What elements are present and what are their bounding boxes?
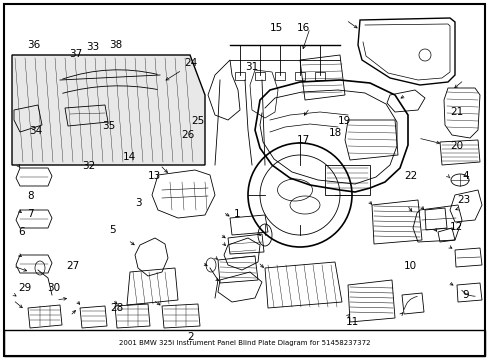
- Text: 4: 4: [461, 171, 468, 181]
- Text: 15: 15: [269, 23, 283, 33]
- Text: 28: 28: [109, 303, 123, 313]
- Text: 33: 33: [86, 42, 100, 52]
- Polygon shape: [12, 55, 204, 165]
- Text: 31: 31: [244, 62, 258, 72]
- Text: 6: 6: [19, 227, 25, 237]
- Text: 17: 17: [296, 135, 309, 145]
- Text: 25: 25: [191, 116, 204, 126]
- Text: 11: 11: [345, 317, 358, 327]
- Text: 21: 21: [449, 107, 462, 117]
- Text: 34: 34: [29, 126, 42, 136]
- Text: 10: 10: [404, 261, 416, 271]
- Text: 16: 16: [296, 23, 309, 33]
- Bar: [235, 72, 244, 80]
- Text: 30: 30: [47, 283, 60, 293]
- Text: 24: 24: [183, 58, 197, 68]
- Text: 7: 7: [27, 209, 34, 219]
- Text: 26: 26: [181, 130, 195, 140]
- Text: 5: 5: [109, 225, 116, 235]
- Text: 36: 36: [27, 40, 40, 50]
- Text: 27: 27: [66, 261, 80, 271]
- Text: 29: 29: [19, 283, 32, 293]
- Text: 19: 19: [337, 116, 351, 126]
- Text: 37: 37: [69, 49, 82, 59]
- Text: 32: 32: [82, 161, 96, 171]
- Text: 12: 12: [449, 222, 462, 232]
- Bar: [325, 165, 369, 195]
- Text: 1: 1: [233, 209, 240, 219]
- Text: 22: 22: [403, 171, 417, 181]
- Text: 13: 13: [147, 171, 161, 181]
- Bar: [274, 72, 285, 80]
- Text: 2: 2: [187, 332, 194, 342]
- Text: 3: 3: [135, 198, 142, 208]
- Text: 18: 18: [327, 128, 341, 138]
- Text: 23: 23: [456, 195, 469, 205]
- Text: 8: 8: [27, 191, 34, 201]
- Text: 9: 9: [461, 290, 468, 300]
- Bar: [314, 72, 325, 80]
- Text: 20: 20: [449, 141, 462, 151]
- Bar: [294, 72, 305, 80]
- Bar: [254, 72, 264, 80]
- Bar: [4, 330, 484, 356]
- Text: 2001 BMW 325i Instrument Panel Blind Plate Diagram for 51458237372: 2001 BMW 325i Instrument Panel Blind Pla…: [119, 340, 369, 346]
- Text: 14: 14: [122, 152, 136, 162]
- Text: 38: 38: [109, 40, 122, 50]
- Text: 35: 35: [102, 121, 115, 131]
